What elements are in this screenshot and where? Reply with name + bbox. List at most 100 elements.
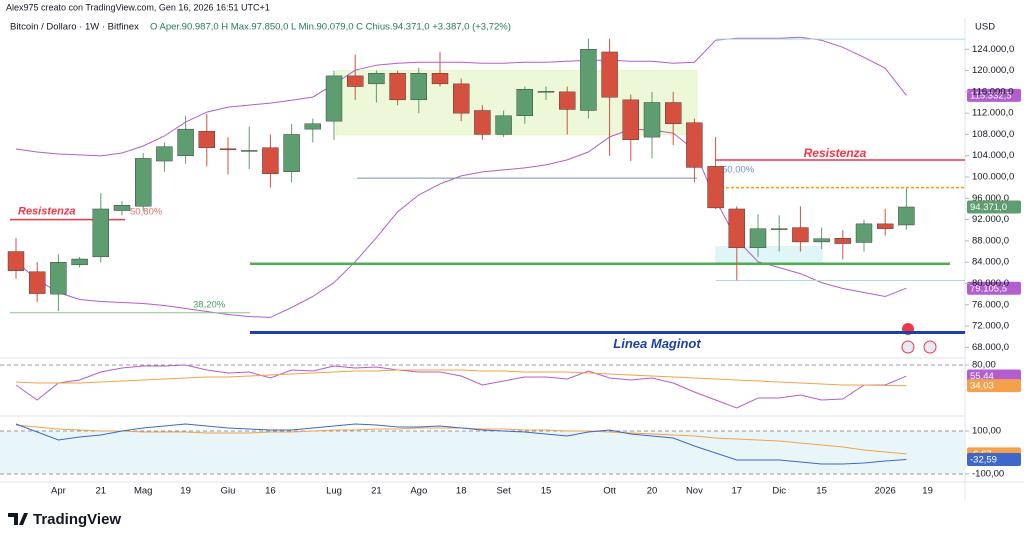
candle-body xyxy=(686,122,703,168)
x-tick-label: Lug xyxy=(326,486,342,497)
indicator-line xyxy=(15,128,907,318)
candle-body xyxy=(50,261,67,295)
fib-label: 50,80% xyxy=(130,207,163,218)
y-tick-label: 100.000,0 xyxy=(972,172,1014,183)
y-tick-label: 72.000,0 xyxy=(972,321,1009,332)
candle-body xyxy=(771,228,788,230)
ohlc-legend: O Aper.90.987,0 H Max.97.850,0 L Min.90.… xyxy=(150,22,511,33)
symbol-title: Bitcoin / Dollaro · 1W · Bitfinex xyxy=(10,22,139,33)
y-tick-label: 96.000,0 xyxy=(972,193,1009,204)
price-badge xyxy=(967,379,1021,393)
candle-body xyxy=(749,228,767,249)
price-badge xyxy=(967,88,1021,102)
candle-body xyxy=(240,150,258,152)
x-tick-label: 15 xyxy=(816,486,827,497)
fib-label: 38,20% xyxy=(193,300,226,311)
candle-body xyxy=(877,223,894,229)
candle-body xyxy=(834,238,851,244)
indicator-line xyxy=(15,423,907,465)
x-tick-label: Giu xyxy=(221,486,236,497)
candle-body xyxy=(389,73,406,101)
currency-label: USD xyxy=(975,22,995,33)
y-tick-label: 124.000,0 xyxy=(972,44,1014,55)
indicator-line xyxy=(15,364,907,409)
x-tick-label: 21 xyxy=(96,486,107,497)
candle-body xyxy=(707,166,724,209)
price-badge-label: 55,44 xyxy=(970,371,994,382)
x-tick-label: Ago xyxy=(410,486,427,497)
price-badge xyxy=(967,452,1021,466)
candle-body xyxy=(219,148,237,151)
candle-body xyxy=(728,208,745,249)
indicator-line xyxy=(15,36,907,157)
y-tick-label: 100,00 xyxy=(972,426,1001,437)
candle-body xyxy=(855,223,873,243)
candle-body xyxy=(410,73,427,101)
level-label: Resistenza xyxy=(804,146,867,160)
x-tick-label: 21 xyxy=(371,486,382,497)
candle-body xyxy=(622,99,639,140)
price-badge-label: 94.371,0 xyxy=(970,202,1007,213)
candle-body xyxy=(92,208,110,258)
y-tick-label: 116.000,0 xyxy=(972,86,1014,97)
y-tick-label: 92.000,0 xyxy=(972,214,1009,225)
x-tick-label: Dic xyxy=(772,486,786,497)
x-tick-label: 19 xyxy=(180,486,191,497)
x-tick-label: Apr xyxy=(51,486,66,497)
x-tick-label: Set xyxy=(496,486,511,497)
x-tick-label: 2026 xyxy=(875,486,896,497)
author-line: Alex975 creato con TradingView.com, Gen … xyxy=(6,2,270,12)
y-tick-label: 104.000,0 xyxy=(972,150,1014,161)
y-tick-label: 88.000,0 xyxy=(972,235,1009,246)
y-tick-label: 108.000,0 xyxy=(972,129,1014,140)
fib-label: 50,00% xyxy=(722,165,755,176)
candle-body xyxy=(898,206,915,226)
candle-body xyxy=(71,258,88,266)
oscillator-band xyxy=(0,430,965,474)
x-tick-label: 18 xyxy=(456,486,467,497)
candle-body xyxy=(177,128,194,156)
candle-body xyxy=(474,110,491,135)
candle-body xyxy=(516,88,533,117)
candle-body xyxy=(792,227,809,243)
candle-body xyxy=(134,158,152,207)
x-tick-label: 19 xyxy=(922,486,933,497)
x-tick-label: Mag xyxy=(134,486,152,497)
candle-body xyxy=(113,205,131,211)
candle-body xyxy=(29,271,46,294)
candle-body xyxy=(368,73,385,85)
candle-body xyxy=(304,123,321,130)
candle-body xyxy=(537,91,555,93)
x-tick-label: 15 xyxy=(541,486,552,497)
y-tick-label: 112.000,0 xyxy=(972,108,1014,119)
level-label: Linea Maginot xyxy=(613,336,701,351)
candle-body xyxy=(813,238,830,243)
y-tick-label: 120.000,0 xyxy=(972,65,1014,76)
candle-body xyxy=(7,251,25,271)
candle-body xyxy=(283,134,300,172)
x-tick-label: Nov xyxy=(686,486,703,497)
y-tick-label: 80,00 xyxy=(972,360,996,371)
candle-body xyxy=(601,51,618,98)
candle-body xyxy=(347,75,364,87)
x-tick-label: 17 xyxy=(732,486,743,497)
price-badge-label: 79.105,5 xyxy=(970,283,1007,294)
flag-icon[interactable] xyxy=(923,340,937,354)
candle-body xyxy=(495,115,512,135)
x-tick-label: Ott xyxy=(603,486,616,497)
y-tick-label: -100,00 xyxy=(972,468,1004,479)
candle-body xyxy=(198,131,216,148)
indicator-line xyxy=(15,369,907,387)
x-tick-label: 16 xyxy=(265,486,276,497)
flag-icon[interactable] xyxy=(901,340,915,354)
brand-logo xyxy=(8,513,28,525)
candle-body xyxy=(431,73,449,85)
y-tick-label: 76.000,0 xyxy=(972,299,1009,310)
logo-mark xyxy=(8,513,28,525)
price-badge-label: 115.332,5 xyxy=(970,90,1012,101)
candle-body xyxy=(325,75,343,122)
x-tick-label: 20 xyxy=(647,486,658,497)
y-tick-label: 80.000,0 xyxy=(972,278,1009,289)
candle-body xyxy=(453,83,470,114)
candle-body xyxy=(262,147,279,175)
